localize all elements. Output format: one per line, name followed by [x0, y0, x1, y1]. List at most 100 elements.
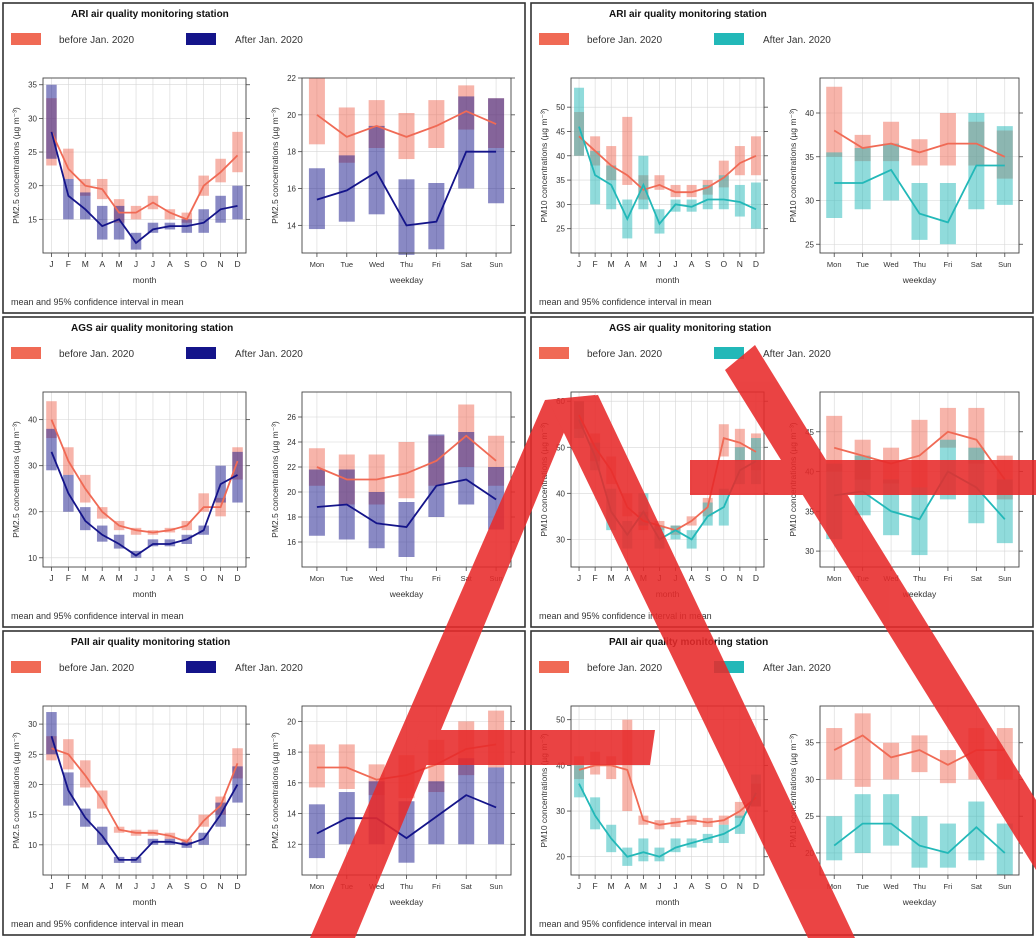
ci-bar-after	[968, 113, 985, 210]
panel-title: PAII air quality monitoring station	[609, 637, 768, 648]
y-tick-label: 12	[287, 840, 296, 849]
x-tick-label: Sat	[971, 882, 983, 891]
y-axis-label: PM10 concentrations (µg m⁻³)	[788, 422, 798, 536]
y-axis-label: PM10 concentrations (µg m⁻³)	[788, 108, 798, 222]
ci-bar-after	[398, 801, 415, 863]
x-tick-label: Mon	[310, 260, 325, 269]
legend-label-after: After Jan. 2020	[763, 349, 831, 360]
series-after-mean-line	[50, 735, 239, 861]
y-tick-label: 35	[805, 153, 814, 162]
ci-bar-after	[147, 222, 159, 233]
x-tick-label: O	[720, 881, 727, 891]
ci-bar-before	[232, 131, 243, 173]
x-tick-label: M	[608, 259, 615, 269]
ci-bar-before	[130, 527, 142, 535]
ci-bar-after	[718, 175, 729, 210]
y-tick-label: 40	[556, 489, 565, 498]
ci-bar-after	[113, 205, 125, 240]
panel-caption: mean and 95% confidence interval in mean	[11, 297, 184, 307]
x-tick-label: S	[705, 259, 711, 269]
ci-bar-before	[734, 801, 745, 818]
y-tick-label: 20	[287, 717, 296, 726]
x-tick-label: Fri	[432, 882, 441, 891]
x-tick-label: Tue	[856, 260, 869, 269]
y-tick-label: 45	[805, 428, 814, 437]
x-tick-label: J	[151, 881, 155, 891]
y-tick-label: 50	[556, 716, 565, 725]
ci-bar-after	[232, 451, 243, 503]
x-tick-label: J	[134, 881, 138, 891]
y-tick-label: 30	[556, 535, 565, 544]
y-tick-label: 30	[556, 200, 565, 209]
y-tick-label: 40	[556, 761, 565, 770]
x-tick-label: M	[640, 573, 647, 583]
ci-bar-after	[198, 209, 209, 233]
legend-label-before: before Jan. 2020	[587, 663, 662, 674]
x-tick-label: Thu	[913, 574, 926, 583]
panel-caption: mean and 95% confidence interval in mean	[539, 611, 712, 621]
x-tick-label: A	[99, 881, 105, 891]
y-tick-label: 30	[556, 807, 565, 816]
y-axis-label: PM10 concentrations (µg m⁻³)	[788, 733, 798, 847]
weekday-subplot: 12 14 16 18 20 Mon Tue Wed Thu Fri Sat Sun weekday PM…	[270, 705, 515, 907]
ci-bar-after	[854, 148, 871, 210]
x-tick-label: J	[49, 573, 53, 583]
y-axis-label: PM10 concentrations (µg m⁻³)	[539, 733, 549, 847]
ci-bar-before	[939, 113, 956, 166]
x-tick-label: D	[753, 881, 759, 891]
x-tick-label: J	[673, 881, 677, 891]
x-tick-label: J	[49, 881, 53, 891]
panel-frame	[2, 2, 526, 314]
ci-bar-after	[826, 463, 843, 540]
x-tick-label: F	[593, 881, 598, 891]
ci-bar-after	[164, 539, 176, 547]
x-tick-label: N	[218, 259, 224, 269]
ci-bar-after	[458, 432, 475, 505]
y-tick-label: 20	[556, 853, 565, 862]
legend-swatch-before	[539, 347, 569, 359]
x-tick-label: Thu	[400, 882, 413, 891]
y-tick-label: 18	[287, 148, 296, 157]
x-tick-label: Fri	[432, 260, 441, 269]
x-tick-label: D	[753, 259, 759, 269]
x-tick-label: M	[116, 881, 123, 891]
ci-bar-after	[638, 155, 649, 210]
panel-caption: mean and 95% confidence interval in mean	[11, 919, 184, 929]
station-panel: ARI air quality monitoring station before…	[530, 2, 1034, 314]
y-axis-label: PM2.5 concentrations (µg m⁻³)	[11, 421, 21, 538]
ci-bar-before	[654, 175, 665, 190]
x-tick-label: Thu	[400, 574, 413, 583]
ci-bar-after	[702, 184, 713, 210]
x-tick-label: M	[82, 259, 89, 269]
x-tick-label: Fri	[944, 260, 953, 269]
x-axis-label: month	[133, 589, 157, 599]
legend-swatch-after	[714, 347, 744, 359]
x-tick-label: A	[624, 259, 630, 269]
x-tick-label: Mon	[827, 882, 842, 891]
legend-swatch-after	[186, 661, 216, 673]
ci-bar-before	[622, 493, 633, 517]
ci-bar-after	[458, 758, 475, 845]
x-tick-label: Sun	[489, 882, 502, 891]
ci-bar-before	[686, 184, 697, 198]
ci-bar-after	[398, 502, 415, 557]
weekday-subplot: 20 25 30 35 Mon Tue Wed Thu Fri Sat Sun weekday PM10…	[788, 705, 1023, 907]
x-tick-label: Tue	[340, 260, 353, 269]
y-tick-label: 50	[556, 443, 565, 452]
ci-bar-after	[488, 467, 505, 530]
ci-bar-before	[590, 751, 601, 775]
x-tick-label: J	[134, 259, 138, 269]
x-tick-label: Sun	[998, 574, 1011, 583]
x-tick-label: Tue	[340, 574, 353, 583]
x-tick-label: O	[200, 881, 207, 891]
x-tick-label: M	[640, 881, 647, 891]
y-tick-label: 20	[805, 849, 814, 858]
legend-swatch-after	[714, 661, 744, 673]
x-tick-label: J	[657, 881, 661, 891]
ci-bar-after	[939, 183, 956, 245]
plot-frame	[42, 705, 247, 876]
x-tick-label: Wed	[369, 574, 384, 583]
